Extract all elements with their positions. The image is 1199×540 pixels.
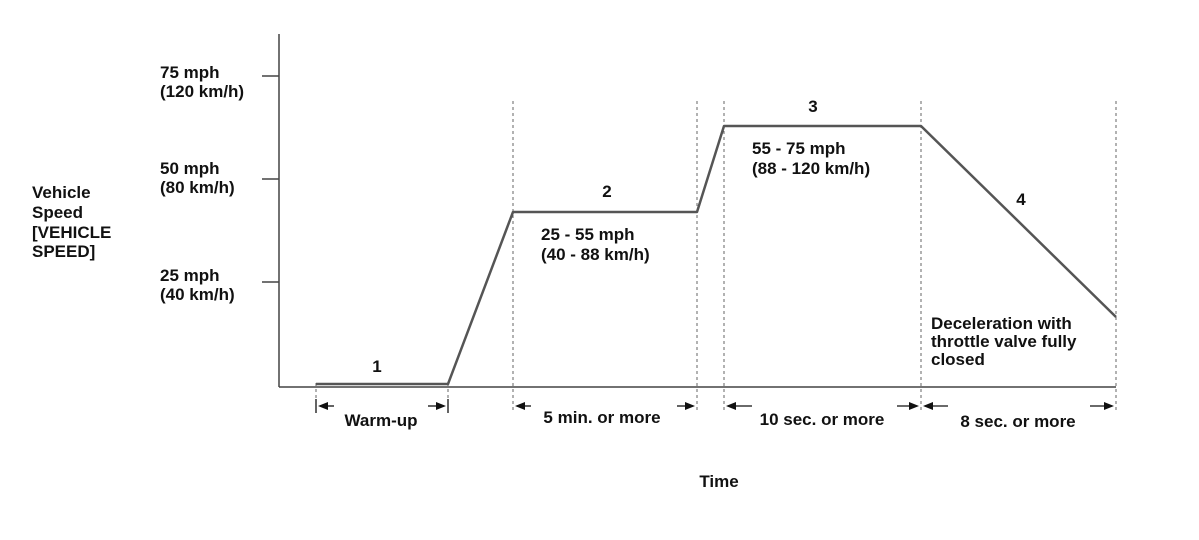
speed-profile-line [316, 124, 1117, 386]
y-axis-title-line: Speed [32, 203, 83, 222]
arrow-right-icon [909, 402, 919, 410]
y-axis-title-line: SPEED] [32, 242, 95, 261]
duration-label-8-sec: 8 sec. or more [960, 412, 1075, 431]
arrow-left-icon [515, 402, 525, 410]
duration-indicator-8-sec [923, 402, 1114, 410]
duration-indicator-10-sec [726, 402, 919, 410]
phase-3-speed-range: 55 - 75 mph (88 - 120 km/h) [752, 139, 870, 178]
arrow-right-icon [1104, 402, 1114, 410]
x-axis-title: Time [699, 472, 738, 491]
duration-label-warm-up: Warm-up [344, 411, 417, 430]
y-axis-title-line: [VEHICLE [32, 223, 111, 242]
y-axis-title: Vehicle Speed [VEHICLE SPEED] [32, 183, 116, 261]
duration-label-10-sec: 10 sec. or more [760, 410, 885, 429]
arrow-right-icon [436, 402, 446, 410]
arrow-left-icon [923, 402, 933, 410]
phase-2-speed-range: 25 - 55 mph (40 - 88 km/h) [541, 225, 650, 264]
duration-indicator-warm-up [315, 399, 449, 413]
y-tick-label-75: 75 mph (120 km/h) [160, 63, 244, 101]
arrow-left-icon [318, 402, 328, 410]
y-tick-label-25: 25 mph (40 km/h) [160, 266, 235, 304]
deceleration-note: Deceleration with throttle valve fully c… [931, 314, 1081, 369]
duration-label-5-min: 5 min. or more [543, 408, 660, 427]
phase-number-2: 2 [602, 182, 611, 201]
phase-number-3: 3 [808, 97, 817, 116]
phase-number-4: 4 [1016, 190, 1026, 209]
arrow-right-icon [685, 402, 695, 410]
duration-indicator-5-min [515, 402, 695, 410]
arrow-left-icon [726, 402, 736, 410]
phase-number-1: 1 [372, 357, 381, 376]
y-tick-label-50: 50 mph (80 km/h) [160, 159, 235, 197]
y-axis-title-line: Vehicle [32, 183, 91, 202]
